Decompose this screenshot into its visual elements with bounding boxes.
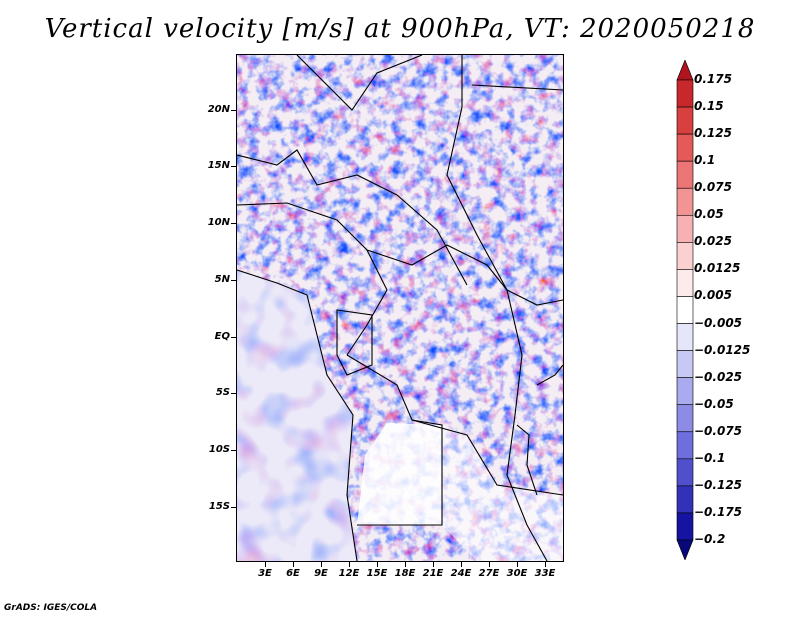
colorbar-segment bbox=[676, 485, 694, 514]
lon-label-6e: 6E bbox=[286, 568, 300, 579]
lon-tick bbox=[489, 562, 490, 567]
colorbar-segment bbox=[676, 431, 694, 460]
lat-label-eq: EQ bbox=[214, 331, 230, 342]
lat-tick bbox=[231, 166, 236, 167]
lat-label-10s: 10S bbox=[208, 444, 230, 455]
colorbar-label: −0.075 bbox=[694, 423, 743, 438]
lon-label-15e: 15E bbox=[366, 568, 388, 579]
colorbar-label: 0.1 bbox=[694, 153, 716, 168]
colorbar-label: 0.025 bbox=[694, 234, 732, 249]
lon-label-21e: 21E bbox=[422, 568, 444, 579]
lon-tick bbox=[461, 562, 462, 567]
colorbar-segment bbox=[676, 269, 694, 297]
lat-label-15s: 15S bbox=[208, 501, 230, 512]
colorbar-segment bbox=[676, 296, 694, 324]
lon-label-9e: 9E bbox=[314, 568, 328, 579]
colorbar-label: −0.005 bbox=[694, 315, 743, 330]
lat-tick bbox=[231, 507, 236, 508]
colorbar-label: −0.175 bbox=[694, 504, 743, 519]
colorbar-label: −0.0125 bbox=[694, 342, 751, 357]
lon-tick bbox=[545, 562, 546, 567]
lat-tick bbox=[231, 450, 236, 451]
colorbar-label: 0.0125 bbox=[694, 261, 741, 276]
lon-label-3e: 3E bbox=[258, 568, 272, 579]
lon-label-24e: 24E bbox=[450, 568, 472, 579]
colorbar-segment bbox=[676, 350, 694, 378]
colorbar-label: −0.05 bbox=[694, 396, 734, 411]
colorbar-label: −0.025 bbox=[694, 369, 743, 384]
lat-tick bbox=[231, 337, 236, 338]
colorbar-segment bbox=[676, 512, 694, 541]
colorbar-overflow-bottom bbox=[676, 539, 694, 560]
lon-tick bbox=[265, 562, 266, 567]
colorbar-label: 0.05 bbox=[694, 207, 724, 222]
colorbar-segment bbox=[676, 214, 694, 243]
lat-tick bbox=[231, 110, 236, 111]
lon-tick bbox=[433, 562, 434, 567]
colorbar-label: 0.005 bbox=[694, 288, 732, 303]
colorbar-segment bbox=[676, 133, 694, 162]
colorbar bbox=[676, 60, 694, 560]
lon-label-30e: 30E bbox=[506, 568, 528, 579]
colorbar-label: −0.1 bbox=[694, 450, 726, 465]
colorbar-segment bbox=[676, 160, 694, 189]
lon-tick bbox=[377, 562, 378, 567]
colorbar-segment bbox=[676, 187, 694, 216]
colorbar-segment bbox=[676, 458, 694, 487]
lat-label-10n: 10N bbox=[207, 217, 230, 228]
colorbar-label: 0.125 bbox=[694, 126, 732, 141]
lon-label-33e: 33E bbox=[534, 568, 556, 579]
colorbar-label: −0.125 bbox=[694, 477, 743, 492]
lon-tick bbox=[293, 562, 294, 567]
velocity-field-map bbox=[237, 55, 563, 561]
map-panel[interactable] bbox=[236, 54, 564, 562]
lon-label-27e: 27E bbox=[478, 568, 500, 579]
colorbar-segment bbox=[676, 79, 694, 108]
lat-label-5s: 5S bbox=[215, 387, 230, 398]
lat-tick bbox=[231, 280, 236, 281]
lon-label-18e: 18E bbox=[394, 568, 416, 579]
colorbar-segment bbox=[676, 377, 694, 406]
colorbar-segment bbox=[676, 242, 694, 270]
lat-label-5n: 5N bbox=[214, 274, 230, 285]
credit-text: GrADS: IGES/COLA bbox=[4, 603, 98, 613]
lat-tick bbox=[231, 223, 236, 224]
lon-tick bbox=[321, 562, 322, 567]
lon-label-12e: 12E bbox=[338, 568, 360, 579]
colorbar-label: −0.2 bbox=[694, 532, 726, 546]
colorbar-overflow-top bbox=[676, 60, 694, 81]
colorbar-label: 0.075 bbox=[694, 180, 732, 195]
chart-title: Vertical velocity [m/s] at 900hPa, VT: 2… bbox=[44, 14, 756, 44]
lat-tick bbox=[231, 393, 236, 394]
colorbar-segment bbox=[676, 323, 694, 351]
colorbar-segment bbox=[676, 106, 694, 135]
lon-tick bbox=[517, 562, 518, 567]
lat-label-20n: 20N bbox=[207, 104, 230, 115]
lon-tick bbox=[349, 562, 350, 567]
colorbar-label: 0.175 bbox=[694, 72, 732, 86]
lat-label-15n: 15N bbox=[207, 160, 230, 171]
colorbar-segment bbox=[676, 404, 694, 433]
colorbar-label: 0.15 bbox=[694, 99, 724, 114]
lon-tick bbox=[405, 562, 406, 567]
